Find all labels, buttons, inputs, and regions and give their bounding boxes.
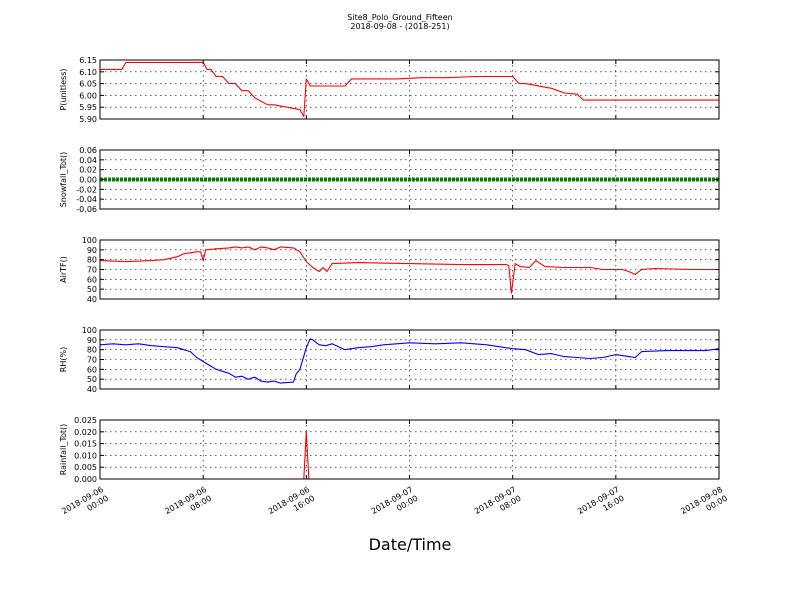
y-tick-label: 90: [87, 336, 97, 345]
subplots: 5.90 5.95 6.00 6.05 6.10 6.15 P(unitless) -0.06…: [59, 56, 720, 484]
y-tick-label: 0.02: [79, 166, 97, 175]
y-tick-label: 60: [87, 365, 97, 374]
y-tick-label: 0.025: [74, 416, 97, 425]
x-tick-label: 2018-09-0800:00: [679, 485, 729, 525]
y-tick-label: 0.005: [74, 463, 97, 472]
subplot-1: 5.90 5.95 6.00 6.05 6.10 6.15 P(unitless): [59, 56, 720, 124]
y-tick-label: 80: [87, 346, 97, 355]
y-tick-label: 0.015: [74, 440, 97, 449]
y-axis-label: Snowfall_Tot(): [59, 152, 68, 208]
y-axis-label: AirTF(): [59, 256, 68, 283]
chart-subtitle: 2018-09-08 - (2018-251): [350, 22, 449, 31]
y-tick-label: 0.04: [79, 156, 97, 165]
y-axis-label: Rainfall_Tot(): [59, 424, 68, 476]
y-tick-label: 5.95: [79, 103, 97, 112]
y-tick-label: 0.00: [79, 176, 97, 185]
x-tick-label: 2018-09-0600:00: [60, 485, 110, 525]
subplot-2: -0.06-0.04-0.020.000.020.040.06 Snowfall_…: [59, 146, 720, 214]
y-tick-label: 40: [87, 295, 97, 304]
y-axis-label: P(unitless): [59, 68, 68, 110]
y-tick-label: 60: [87, 275, 97, 284]
y-tick-label: 6.10: [79, 68, 97, 77]
x-tick-label: 2018-09-0708:00: [473, 485, 523, 525]
y-tick-label: 70: [87, 266, 97, 275]
chart-title: Site8_Polo_Ground_Fifteen: [347, 13, 452, 22]
y-tick-label: -0.06: [76, 205, 97, 214]
y-tick-label: 0.000: [74, 475, 97, 484]
x-tick-label: 2018-09-0716:00: [576, 485, 626, 525]
series-line: [99, 246, 719, 294]
y-tick-label: 70: [87, 356, 97, 365]
y-tick-label: 80: [87, 256, 97, 265]
x-axis-tick-labels: 2018-09-0600:00 2018-09-0608:00 2018-09-06…: [60, 485, 729, 525]
y-tick-label: 0.020: [74, 428, 97, 437]
y-tick-label: 5.90: [79, 115, 97, 124]
series-line: [100, 61, 719, 118]
y-tick-label: 6.00: [79, 91, 97, 100]
x-tick-label: 2018-09-0700:00: [370, 485, 420, 525]
y-tick-label: 50: [87, 375, 97, 384]
x-axis-label: Date/Time: [369, 535, 452, 554]
y-tick-label: 0.06: [79, 146, 97, 155]
y-tick-label: -0.04: [76, 195, 97, 204]
y-tick-label: 6.15: [79, 56, 97, 65]
y-tick-label: 90: [87, 246, 97, 255]
x-tick-label: 2018-09-0616:00: [267, 485, 317, 525]
x-tick-label: 2018-09-0608:00: [163, 485, 213, 525]
y-tick-label: 40: [87, 385, 97, 394]
y-axis-label: RH(%): [59, 347, 68, 372]
y-tick-label: 100: [82, 326, 97, 335]
y-tick-label: 0.010: [74, 451, 97, 460]
y-tick-label: 50: [87, 285, 97, 294]
y-tick-label: -0.02: [76, 185, 97, 194]
subplot-5: 0.000 0.005 0.010 0.015 0.020 0.025 Rainfall_T…: [59, 416, 720, 484]
y-tick-label: 6.05: [79, 80, 97, 89]
y-tick-label: 100: [82, 236, 97, 245]
series-line: [99, 338, 720, 384]
